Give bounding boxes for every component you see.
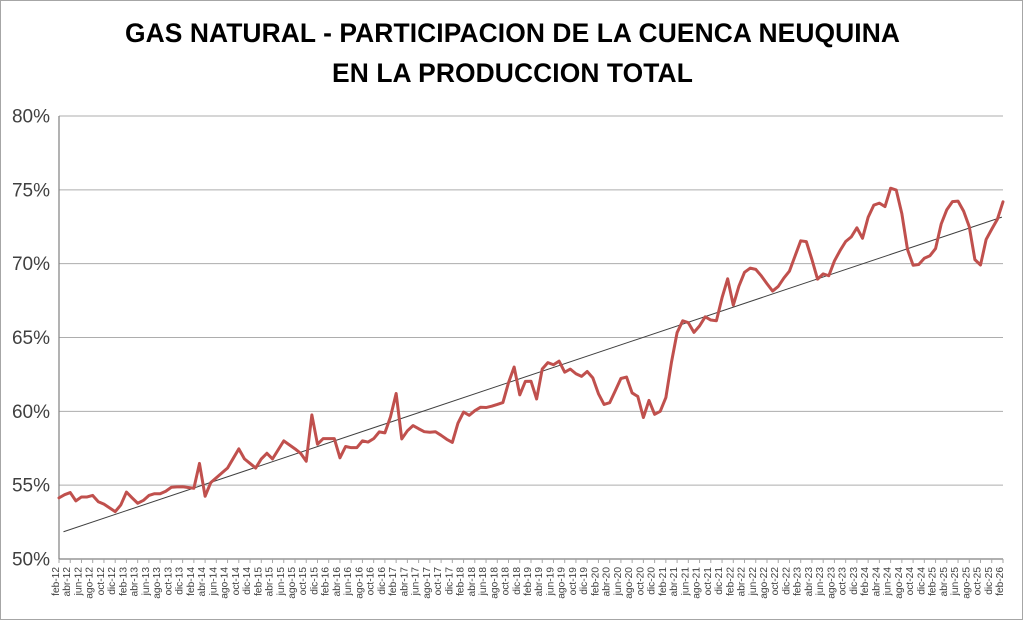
svg-text:abr-23: abr-23 [804,567,815,597]
svg-text:ago-19: ago-19 [557,567,568,599]
svg-text:oct-14: oct-14 [231,567,242,596]
svg-text:oct-12: oct-12 [96,567,107,596]
svg-text:jun-13: jun-13 [141,567,152,597]
svg-text:80%: 80% [12,107,50,128]
svg-text:ago-13: ago-13 [152,567,163,599]
svg-text:dic-23: dic-23 [849,567,860,595]
svg-text:abr-22: abr-22 [737,567,748,597]
svg-text:jun-14: jun-14 [208,567,219,597]
svg-text:feb-15: feb-15 [253,567,264,596]
svg-text:oct-21: oct-21 [703,567,714,596]
svg-text:dic-24: dic-24 [916,567,927,595]
svg-text:oct-17: oct-17 [433,567,444,596]
svg-text:abr-17: abr-17 [399,567,410,597]
svg-text:abr-20: abr-20 [602,567,613,597]
svg-text:oct-13: oct-13 [163,567,174,596]
svg-text:dic-17: dic-17 [444,567,455,595]
svg-text:dic-18: dic-18 [512,567,523,595]
svg-text:feb-21: feb-21 [658,567,669,596]
svg-text:oct-25: oct-25 [973,567,984,596]
svg-text:feb-16: feb-16 [321,567,332,596]
svg-text:ago-18: ago-18 [489,567,500,599]
svg-text:oct-19: oct-19 [568,567,579,596]
svg-text:jun-22: jun-22 [748,567,759,597]
svg-text:jun-19: jun-19 [545,567,556,597]
svg-text:jun-15: jun-15 [276,567,287,597]
svg-text:65%: 65% [12,328,50,349]
svg-text:ago-21: ago-21 [692,567,703,599]
svg-text:dic-16: dic-16 [377,567,388,595]
svg-text:oct-16: oct-16 [366,567,377,596]
svg-text:abr-15: abr-15 [265,567,276,597]
svg-text:abr-19: abr-19 [534,567,545,597]
svg-text:dic-19: dic-19 [579,567,590,595]
svg-text:feb-18: feb-18 [456,567,467,596]
svg-text:jun-20: jun-20 [613,567,624,597]
svg-text:dic-13: dic-13 [175,567,186,595]
svg-text:dic-25: dic-25 [984,567,995,595]
svg-text:oct-20: oct-20 [635,567,646,596]
svg-text:oct-22: oct-22 [770,567,781,596]
svg-text:feb-23: feb-23 [793,567,804,596]
svg-text:ago-15: ago-15 [287,567,298,599]
svg-text:ago-16: ago-16 [354,567,365,599]
svg-text:oct-15: oct-15 [298,567,309,596]
svg-text:60%: 60% [12,402,50,423]
svg-text:jun-16: jun-16 [343,567,354,597]
svg-text:feb-14: feb-14 [186,567,197,596]
svg-text:abr-21: abr-21 [669,567,680,597]
svg-text:abr-12: abr-12 [62,567,73,597]
svg-text:abr-14: abr-14 [197,567,208,597]
svg-text:ago-12: ago-12 [85,567,96,599]
svg-text:jun-21: jun-21 [680,567,691,597]
svg-text:dic-15: dic-15 [309,567,320,595]
svg-text:feb-20: feb-20 [590,567,601,596]
svg-text:ago-22: ago-22 [759,567,770,599]
svg-text:abr-13: abr-13 [130,567,141,597]
svg-text:jun-23: jun-23 [815,567,826,597]
svg-text:jun-17: jun-17 [411,567,422,597]
svg-text:feb-26: feb-26 [995,567,1006,596]
svg-text:ago-24: ago-24 [894,567,905,599]
svg-text:feb-24: feb-24 [860,567,871,596]
svg-text:abr-25: abr-25 [939,567,950,597]
svg-text:oct-23: oct-23 [838,567,849,596]
svg-text:ago-25: ago-25 [961,567,972,599]
svg-text:dic-21: dic-21 [714,567,725,595]
svg-text:75%: 75% [12,180,50,201]
svg-text:oct-18: oct-18 [501,567,512,596]
svg-text:feb-19: feb-19 [523,567,534,596]
svg-text:feb-12: feb-12 [51,567,62,596]
svg-text:70%: 70% [12,254,50,275]
svg-text:abr-16: abr-16 [332,567,343,597]
svg-text:feb-22: feb-22 [725,567,736,596]
svg-text:jun-24: jun-24 [883,567,894,597]
svg-text:jun-12: jun-12 [73,567,84,597]
svg-text:dic-22: dic-22 [781,567,792,595]
svg-text:jun-25: jun-25 [950,567,961,597]
svg-text:dic-20: dic-20 [647,567,658,595]
svg-text:dic-14: dic-14 [242,567,253,595]
svg-text:55%: 55% [12,476,50,497]
svg-text:jun-18: jun-18 [478,567,489,597]
svg-text:ago-17: ago-17 [422,567,433,599]
svg-text:feb-25: feb-25 [928,567,939,596]
svg-text:ago-14: ago-14 [220,567,231,599]
svg-text:abr-24: abr-24 [871,567,882,597]
svg-text:feb-13: feb-13 [118,567,129,596]
svg-text:50%: 50% [12,550,50,571]
svg-text:ago-20: ago-20 [624,567,635,599]
svg-text:feb-17: feb-17 [388,567,399,596]
svg-text:ago-23: ago-23 [826,567,837,599]
svg-text:dic-12: dic-12 [107,567,118,595]
svg-text:abr-18: abr-18 [467,567,478,597]
svg-text:oct-24: oct-24 [905,567,916,596]
